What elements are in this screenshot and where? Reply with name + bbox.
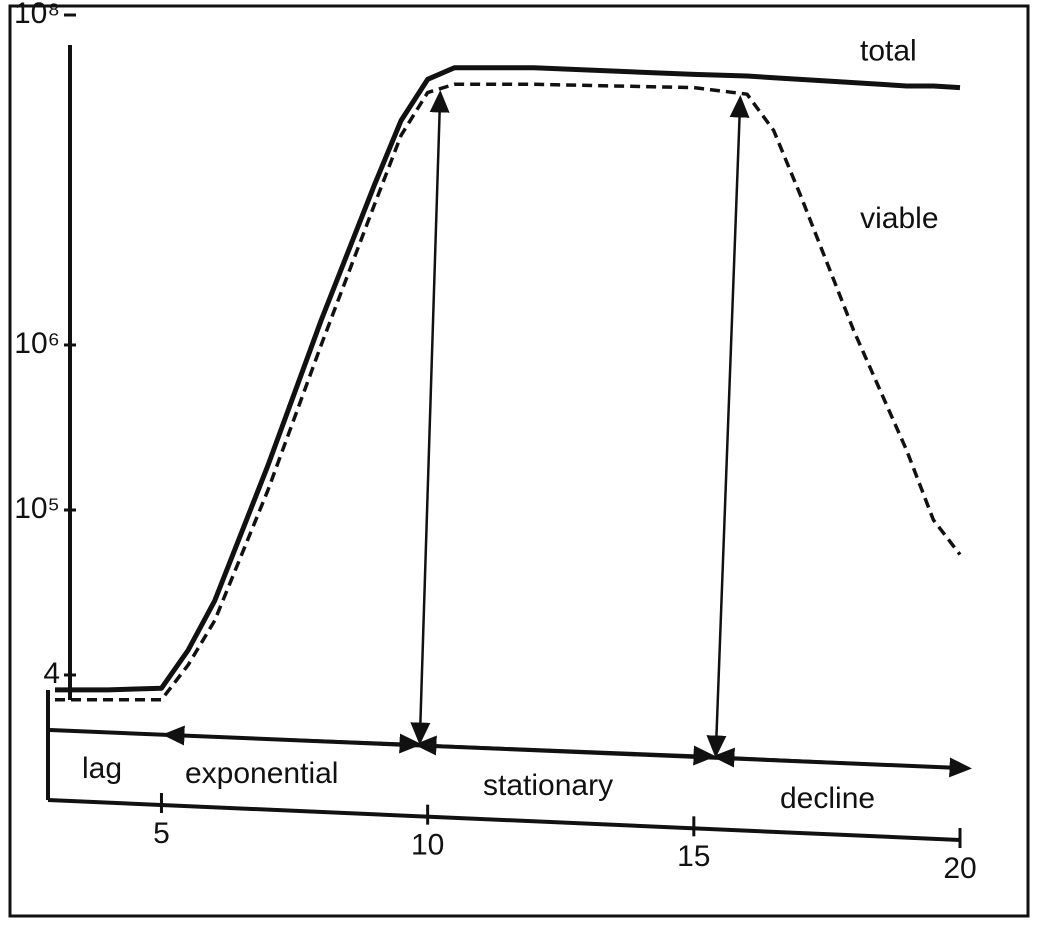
y-tick-label: 10⁸: [14, 0, 60, 30]
x-tick-label: 5: [153, 817, 170, 850]
boundary-arrow: [706, 95, 750, 758]
frame: [8, 4, 1030, 918]
phase-arrow: [162, 725, 422, 754]
x-tick-label: 20: [943, 852, 976, 885]
phase-arrow: [414, 735, 716, 766]
phase-label: decline: [780, 782, 875, 815]
x-axis: [47, 798, 961, 842]
y-tick-label: 10⁵: [14, 492, 60, 525]
phase-label: lag: [82, 752, 122, 785]
boundary-arrow: [410, 90, 450, 745]
phase-label: exponential: [185, 757, 338, 790]
y-tick-label: 10⁶: [14, 327, 60, 360]
phase-arrow: [712, 747, 972, 778]
series-label: viable: [860, 202, 938, 235]
y-tick-label: 4: [43, 657, 60, 690]
series-line: [55, 82, 962, 702]
series-label: total: [860, 35, 917, 68]
phase-label: stationary: [483, 769, 613, 802]
x-tick-label: 15: [677, 840, 710, 873]
x-tick-label: 10: [411, 829, 444, 862]
series-line: [55, 65, 961, 693]
